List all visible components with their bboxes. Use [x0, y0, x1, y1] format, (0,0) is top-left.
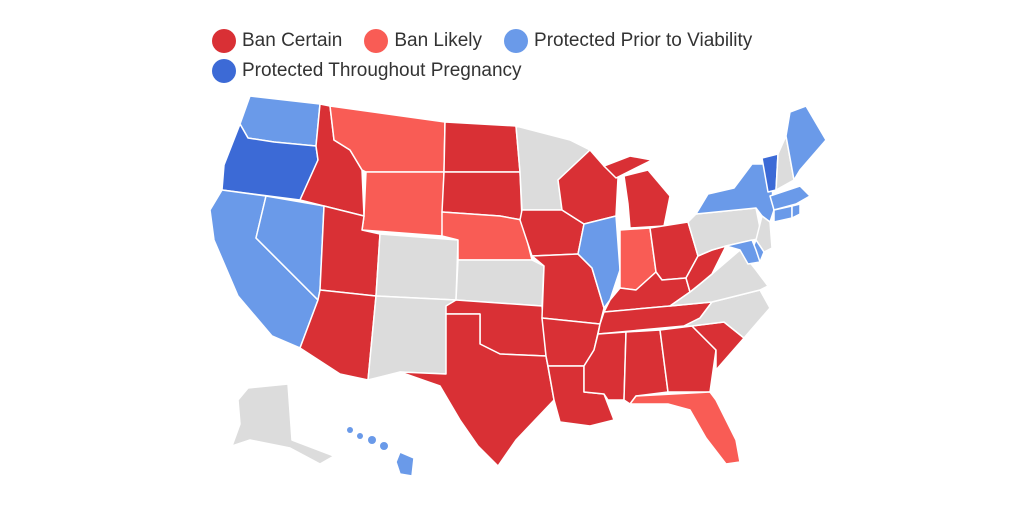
state-new-jersey[interactable] — [755, 215, 773, 253]
state-michigan[interactable] — [623, 169, 671, 229]
legend-item-ban-likely[interactable]: Ban Likely — [364, 26, 482, 56]
state-illinois[interactable] — [577, 215, 621, 309]
legend-label-protected-throughout: Protected Throughout Pregnancy — [242, 60, 522, 81]
state-new-mexico[interactable] — [367, 295, 457, 381]
state-rhode-island[interactable] — [791, 203, 801, 219]
map-legend: Ban Certain Ban Likely Protected Prior t… — [212, 26, 832, 86]
state-maine[interactable] — [785, 105, 827, 181]
legend-label-ban-certain: Ban Certain — [242, 30, 343, 51]
state-massachusetts[interactable] — [769, 185, 811, 211]
legend-item-ban-certain[interactable]: Ban Certain — [212, 26, 342, 56]
legend-item-protected-prior[interactable]: Protected Prior to Viability — [504, 26, 752, 56]
state-alaska[interactable] — [231, 383, 335, 465]
state-wyoming[interactable] — [361, 171, 445, 237]
state-michigan-upper[interactable] — [603, 155, 653, 179]
legend-swatch-ban-likely — [364, 29, 389, 53]
state-north-dakota[interactable] — [443, 121, 521, 173]
state-wisconsin[interactable] — [557, 149, 619, 225]
legend-label-protected-prior: Protected Prior to Viability — [534, 30, 753, 51]
state-kansas[interactable] — [455, 259, 545, 307]
legend-swatch-ban-certain — [212, 29, 236, 53]
state-maryland[interactable] — [725, 239, 761, 265]
state-hawaii[interactable] — [347, 427, 415, 477]
legend-label-ban-likely: Ban Likely — [394, 30, 483, 51]
state-texas[interactable] — [399, 313, 555, 467]
legend-swatch-protected-prior — [504, 29, 529, 53]
state-florida[interactable] — [629, 391, 741, 465]
legend-item-protected-throughout[interactable]: Protected Throughout Pregnancy — [212, 56, 522, 86]
legend-swatch-protected-throughout — [212, 59, 236, 83]
state-colorado[interactable] — [375, 233, 459, 301]
